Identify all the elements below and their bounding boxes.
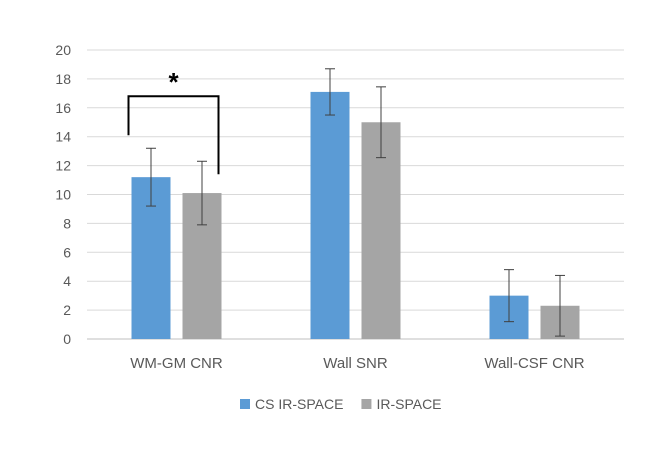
y-tick-label: 10: [55, 187, 71, 203]
y-tick-label: 0: [63, 331, 71, 347]
y-axis-ticks: 0 2 4 6 8 10 12 14 16 18 20: [55, 42, 71, 347]
y-tick-label: 20: [55, 42, 71, 58]
annotations: *: [127, 67, 220, 175]
gridlines: [87, 49, 624, 340]
y-tick-label: 14: [55, 129, 71, 145]
y-tick-label: 18: [55, 71, 71, 87]
legend: CS IR-SPACE IR-SPACE: [240, 396, 442, 412]
y-tick-label: 6: [63, 244, 71, 260]
y-tick-label: 4: [63, 273, 71, 289]
x-tick-label: Wall SNR: [323, 355, 388, 372]
x-axis-labels: WM-GM CNR Wall SNR Wall-CSF CNR: [130, 355, 585, 372]
bar-cs-ir-space: [310, 91, 350, 339]
bar-ir-space: [361, 122, 401, 339]
significance-star: *: [168, 67, 179, 97]
x-tick-label: WM-GM CNR: [130, 355, 223, 372]
y-tick-label: 16: [55, 100, 71, 116]
y-tick-label: 12: [55, 158, 71, 174]
y-tick-label: 8: [63, 215, 71, 231]
error-bars: [146, 68, 565, 337]
legend-swatch: [361, 399, 372, 409]
legend-label: CS IR-SPACE: [255, 396, 343, 412]
bars: [131, 91, 580, 339]
legend-label: IR-SPACE: [376, 396, 441, 412]
x-tick-label: Wall-CSF CNR: [484, 355, 584, 372]
y-tick-label: 2: [63, 302, 71, 318]
legend-swatch: [240, 399, 250, 409]
significance-bracket: [127, 95, 220, 175]
